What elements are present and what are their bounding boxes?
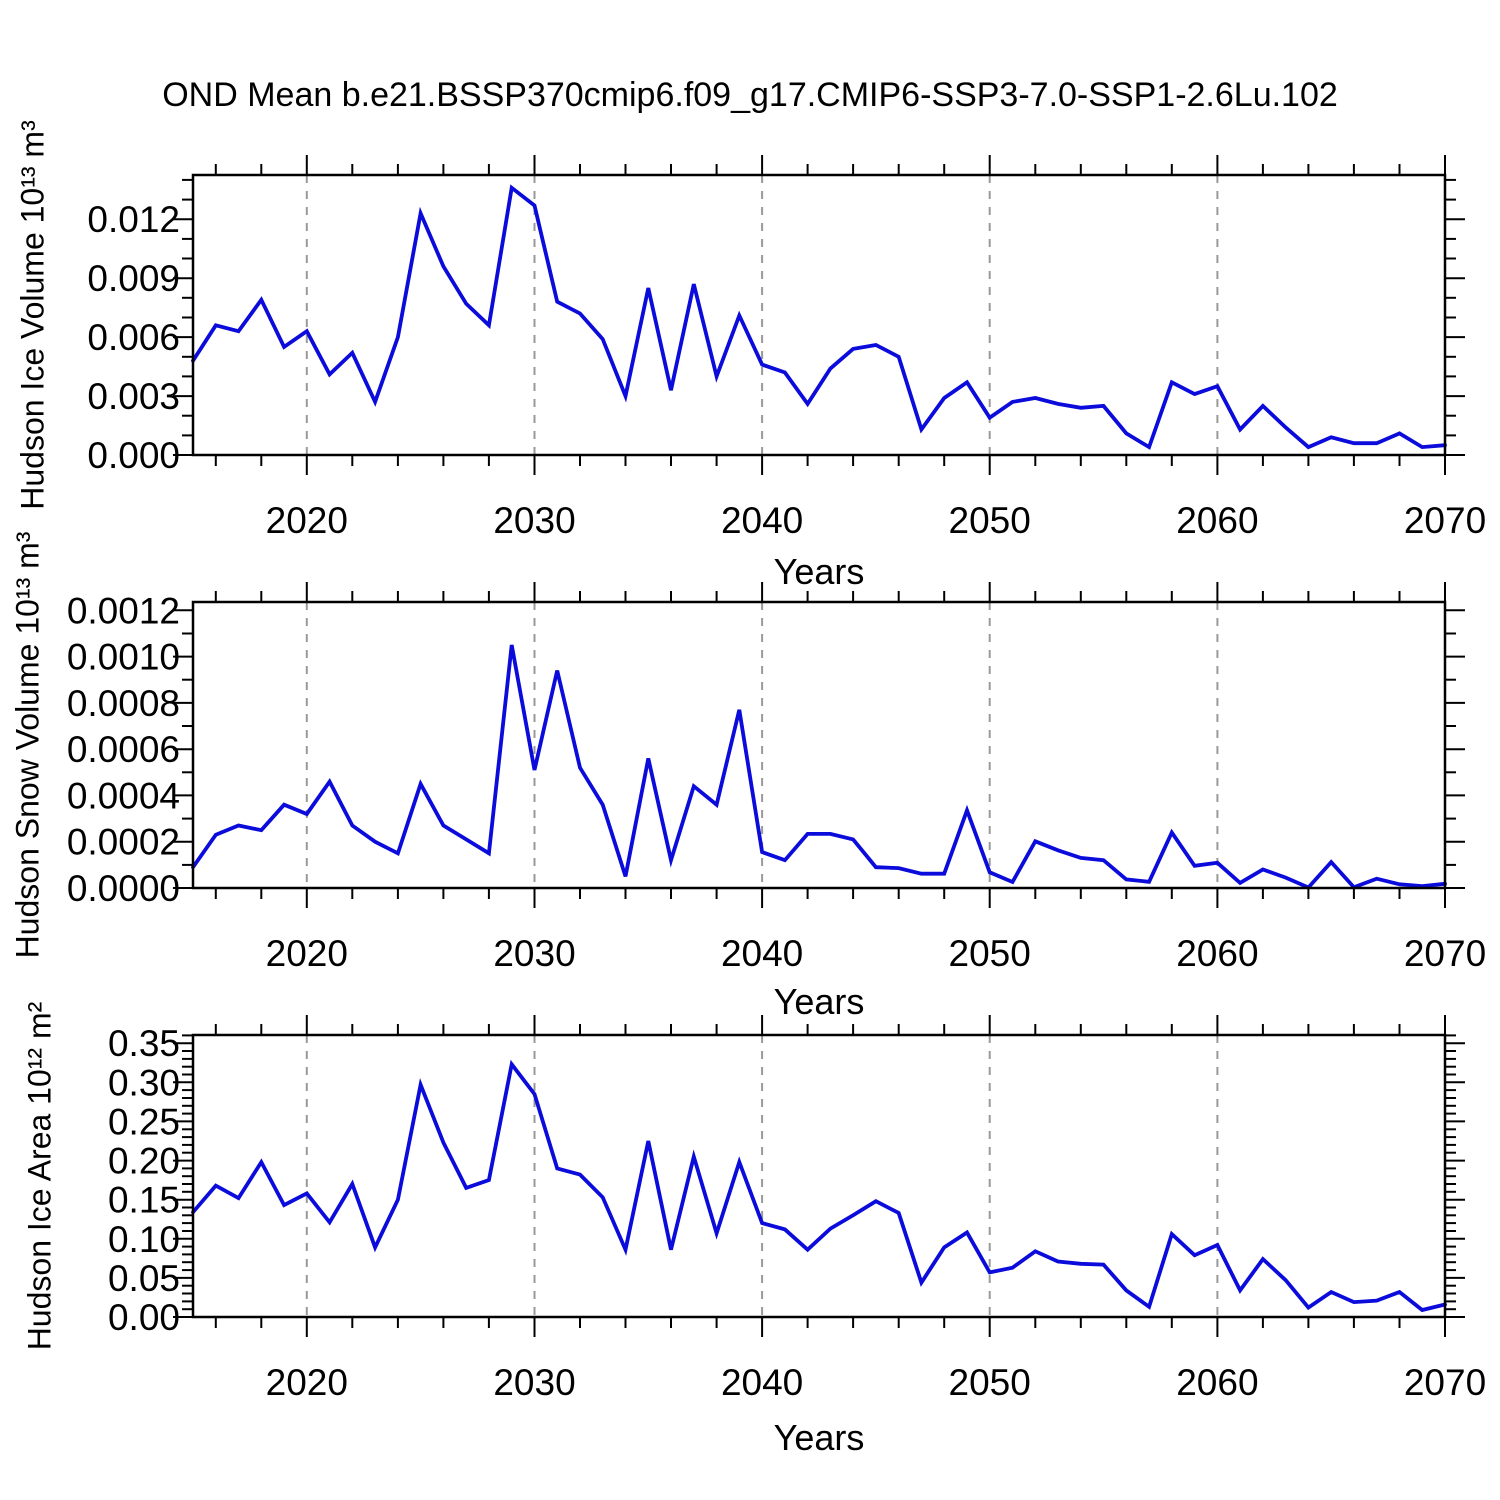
x-tick-label: 2070 bbox=[1404, 933, 1486, 974]
x-tick-label: 2070 bbox=[1404, 1362, 1486, 1403]
y-tick-label: 0.25 bbox=[108, 1101, 180, 1142]
y-tick-label: 0.0004 bbox=[67, 775, 180, 816]
y-axis-title-ice-area: Hudson Ice Area 10¹² m² bbox=[21, 1001, 58, 1351]
series-line-hudson-snow-volume bbox=[191, 644, 1447, 890]
y-tick-label: 0.20 bbox=[108, 1141, 180, 1182]
y-tick-label: 0.006 bbox=[87, 317, 180, 358]
y-tick-label: 0.35 bbox=[108, 1023, 180, 1064]
y-tick-label: 0.012 bbox=[87, 199, 180, 240]
y-tick-label: 0.0000 bbox=[67, 868, 180, 909]
x-axis-title-years-1: Years bbox=[773, 551, 865, 592]
x-tick-label: 2030 bbox=[493, 500, 575, 541]
chart-title: OND Mean b.e21.BSSP370cmip6.f09_g17.CMIP… bbox=[162, 76, 1338, 114]
y-tick-label: 0.0010 bbox=[67, 637, 180, 678]
y-axis-title-ice-volume: Hudson Ice Volume 10¹³ m³ bbox=[14, 120, 51, 510]
x-tick-label: 2020 bbox=[266, 500, 348, 541]
x-tick-label: 2060 bbox=[1176, 500, 1258, 541]
x-tick-label: 2020 bbox=[266, 1362, 348, 1403]
y-axis-title-snow-volume: Hudson Snow Volume 10¹³ m³ bbox=[9, 531, 46, 959]
x-tick-label: 2040 bbox=[721, 933, 803, 974]
plot-border-hudson-snow-volume bbox=[191, 600, 1447, 890]
x-axis-title-years-2: Years bbox=[773, 981, 865, 1022]
y-tick-label: 0.0002 bbox=[67, 822, 180, 863]
y-tick-label: 0.00 bbox=[108, 1297, 180, 1338]
x-tick-label: 2070 bbox=[1404, 500, 1486, 541]
y-tick-label: 0.10 bbox=[108, 1219, 180, 1260]
x-tick-label: 2030 bbox=[493, 1362, 575, 1403]
x-tick-label: 2050 bbox=[949, 933, 1031, 974]
plot-border-hudson-ice-area bbox=[191, 1033, 1447, 1319]
x-tick-label: 2020 bbox=[266, 933, 348, 974]
x-tick-label: 2050 bbox=[949, 1362, 1031, 1403]
y-tick-label: 0.0006 bbox=[67, 729, 180, 770]
x-tick-label: 2040 bbox=[721, 500, 803, 541]
y-tick-label: 0.0008 bbox=[67, 683, 180, 724]
x-tick-label: 2060 bbox=[1176, 1362, 1258, 1403]
x-tick-label: 2040 bbox=[721, 1362, 803, 1403]
y-tick-label: 0.15 bbox=[108, 1180, 180, 1221]
x-tick-label: 2050 bbox=[949, 500, 1031, 541]
y-tick-label: 0.05 bbox=[108, 1258, 180, 1299]
series-line-hudson-ice-volume bbox=[191, 184, 1447, 450]
y-tick-label: 0.000 bbox=[87, 435, 180, 476]
y-tick-label: 0.009 bbox=[87, 258, 180, 299]
series-line-hudson-ice-area bbox=[191, 1059, 1447, 1313]
plot-border-hudson-ice-volume bbox=[191, 173, 1447, 457]
x-tick-label: 2030 bbox=[493, 933, 575, 974]
x-axis-title-years-3: Years bbox=[773, 1417, 865, 1458]
x-tick-label: 2060 bbox=[1176, 933, 1258, 974]
y-tick-label: 0.0012 bbox=[67, 590, 180, 631]
y-tick-label: 0.30 bbox=[108, 1062, 180, 1103]
y-tick-label: 0.003 bbox=[87, 376, 180, 417]
